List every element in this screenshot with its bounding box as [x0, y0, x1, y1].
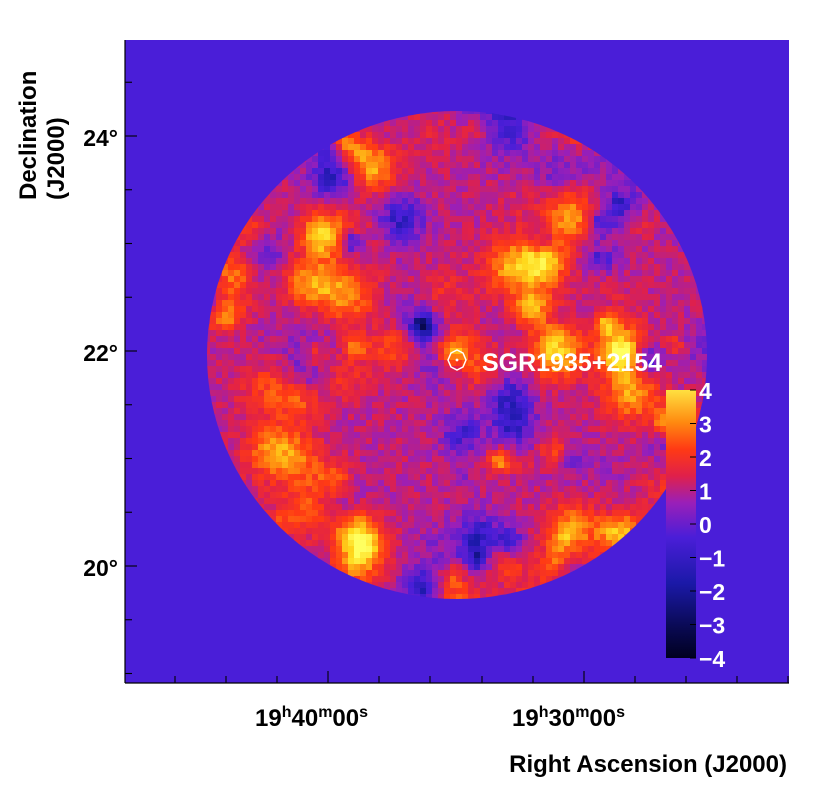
x-axis-title: Right Ascension (J2000) [509, 751, 787, 778]
x-tick-label: 19h40m00s [255, 704, 368, 732]
colorbar-tick-label: 2 [699, 445, 712, 471]
y-axis-title-unit: (J2000) [43, 117, 70, 200]
colorbar-tick-label: 0 [699, 512, 712, 538]
colorbar-tick-label: 1 [699, 479, 712, 505]
x-tick-label: 19h30m00s [512, 704, 625, 732]
y-tick-label: 20° [83, 555, 118, 581]
y-axis-title: Declination [15, 71, 42, 200]
colorbar-tick-label: 3 [699, 412, 712, 438]
y-tick-label: 24° [83, 125, 118, 151]
colorbar-tick-label: −3 [699, 613, 725, 639]
colorbar-tick-label: −1 [699, 546, 725, 572]
colorbar: 4 3 2 1 0 −1 −2 −3 −4 [666, 378, 725, 672]
colorbar-tick-label: 4 [699, 378, 712, 404]
colorbar-tick-label: −4 [699, 646, 725, 672]
source-circle-icon [447, 349, 467, 371]
source-label: SGR1935+2154 [482, 349, 662, 377]
source-marker: SGR1935+2154 [447, 349, 662, 377]
source-dot-icon [455, 358, 459, 362]
axis-ticks [125, 81, 789, 683]
y-tick-label: 22° [83, 340, 118, 366]
colorbar-tick-label: −2 [699, 579, 725, 605]
